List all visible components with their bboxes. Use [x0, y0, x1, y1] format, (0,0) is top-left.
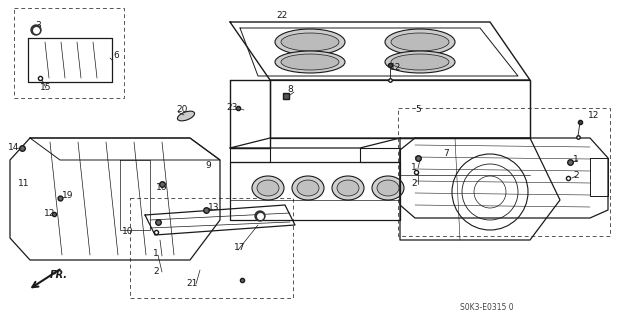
Text: 5: 5 [415, 106, 421, 115]
Text: 1: 1 [573, 156, 579, 164]
Ellipse shape [281, 54, 339, 70]
Text: 1: 1 [411, 164, 417, 172]
Ellipse shape [178, 111, 194, 121]
Ellipse shape [385, 51, 455, 73]
Text: 20: 20 [176, 106, 188, 115]
Text: 9: 9 [205, 162, 211, 171]
Text: 3: 3 [35, 21, 41, 30]
Text: 21: 21 [186, 279, 197, 289]
Ellipse shape [372, 176, 404, 200]
Text: 2: 2 [573, 172, 579, 180]
Text: 13: 13 [208, 203, 220, 212]
Ellipse shape [337, 180, 359, 196]
Ellipse shape [275, 29, 345, 55]
Circle shape [31, 25, 41, 35]
Text: 16: 16 [156, 183, 168, 193]
Ellipse shape [377, 180, 399, 196]
Ellipse shape [385, 29, 455, 55]
Ellipse shape [275, 51, 345, 73]
Text: 15: 15 [40, 84, 52, 92]
Ellipse shape [257, 180, 279, 196]
Bar [398, 108, 610, 236]
Text: 14: 14 [8, 143, 20, 153]
Text: 8: 8 [287, 85, 293, 94]
Text: 2: 2 [153, 267, 159, 276]
Ellipse shape [297, 180, 319, 196]
Ellipse shape [281, 33, 339, 51]
Text: 10: 10 [122, 228, 134, 236]
Text: 7: 7 [443, 148, 449, 157]
Text: 22: 22 [276, 12, 288, 20]
Ellipse shape [391, 54, 449, 70]
Circle shape [255, 211, 265, 221]
Ellipse shape [292, 176, 324, 200]
Text: 12: 12 [391, 63, 402, 73]
Text: 2: 2 [411, 180, 417, 188]
Bar [14, 8, 124, 98]
Text: 12: 12 [588, 111, 600, 121]
Text: S0K3-E0315 0: S0K3-E0315 0 [460, 303, 514, 313]
Text: 12: 12 [44, 210, 56, 219]
Text: 23: 23 [226, 103, 238, 113]
Text: FR.: FR. [50, 270, 68, 280]
Text: 1: 1 [153, 250, 159, 259]
Text: 17: 17 [234, 244, 246, 252]
Text: 11: 11 [18, 179, 30, 188]
Ellipse shape [391, 33, 449, 51]
Text: 6: 6 [113, 52, 119, 60]
Ellipse shape [332, 176, 364, 200]
Bar [130, 198, 293, 298]
Ellipse shape [252, 176, 284, 200]
Text: 19: 19 [62, 191, 74, 201]
